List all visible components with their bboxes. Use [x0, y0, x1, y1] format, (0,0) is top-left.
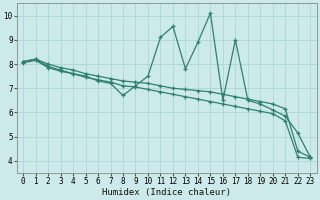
X-axis label: Humidex (Indice chaleur): Humidex (Indice chaleur): [102, 188, 231, 197]
